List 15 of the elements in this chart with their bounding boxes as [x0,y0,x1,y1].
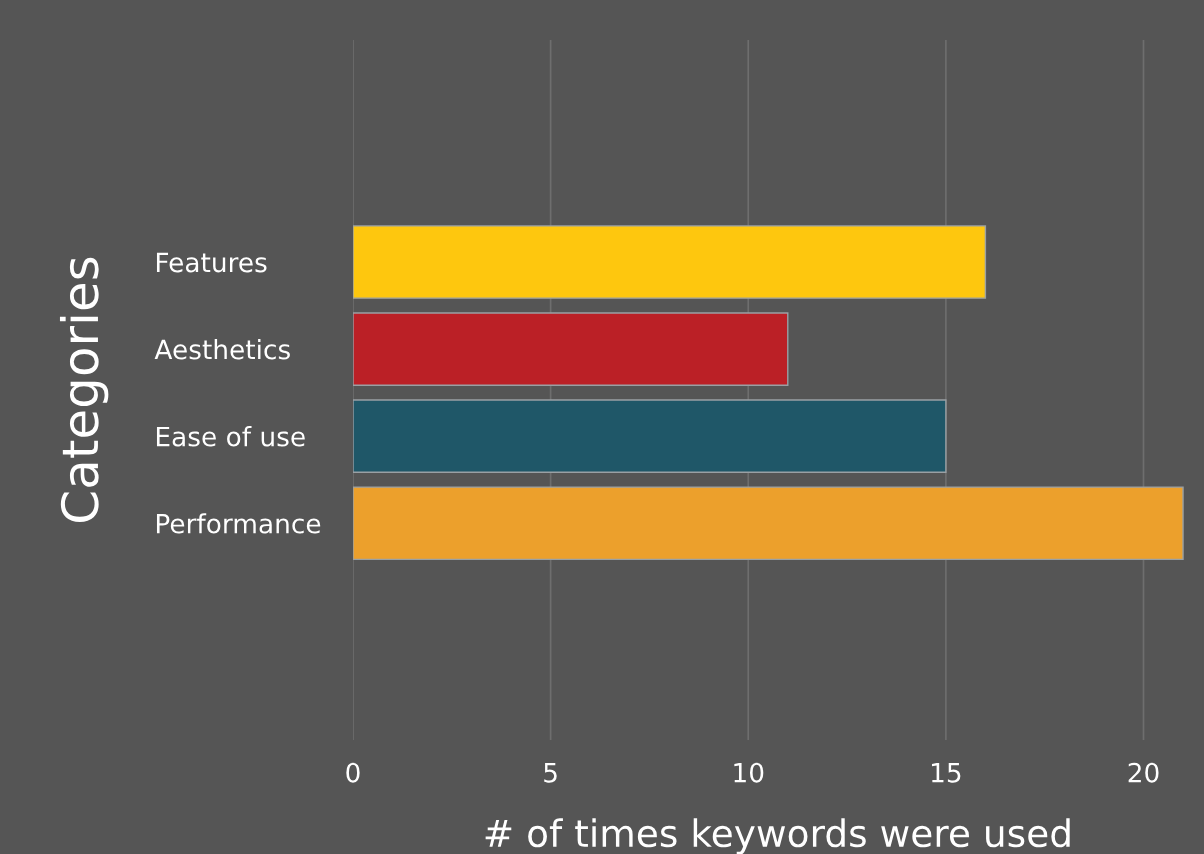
x-tick-label: 10 [734,762,764,783]
bar [353,486,1184,561]
x-tick-label: 15 [931,763,961,783]
x-tick-label: 0 [346,762,360,783]
y-tick-label: Ease of use [156,426,305,447]
y-tick-label: Performance [156,513,321,534]
bar [353,312,789,386]
x-tick-label: 20 [1128,762,1159,783]
y-tick-label: Features [156,252,267,273]
x-axis-title: # of times keywords were used [485,818,1070,854]
bar [353,225,987,299]
y-tick-label: Aesthetics [154,339,290,360]
y-axis-title: Categories [59,257,109,522]
x-tick-label: 5 [544,763,557,783]
bar [353,399,947,473]
